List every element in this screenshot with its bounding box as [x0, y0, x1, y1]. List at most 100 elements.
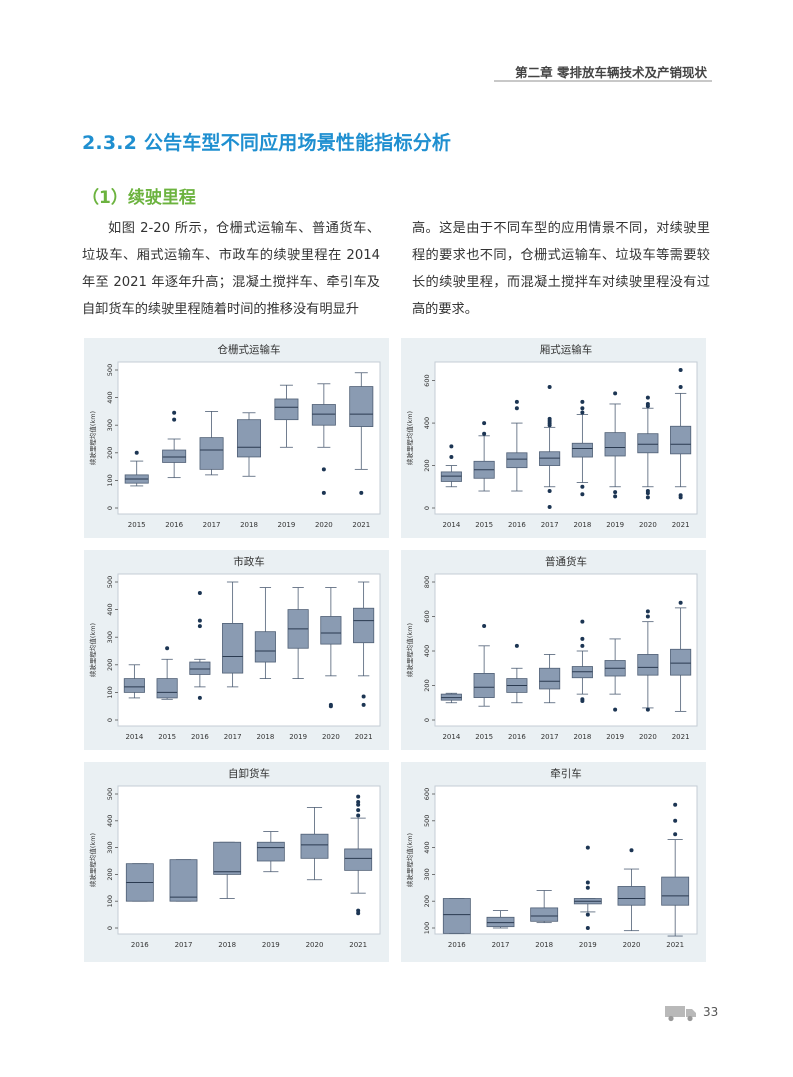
x-tick-label: 2018 [573, 521, 591, 529]
x-tick-label: 2018 [535, 941, 553, 949]
outlier-point [678, 493, 683, 498]
box [440, 471, 462, 482]
outlier-point [197, 591, 202, 596]
outlier-point [678, 384, 683, 389]
outlier-point [482, 431, 487, 436]
outlier-point [580, 636, 585, 641]
box [189, 661, 211, 675]
x-tick-label: 2018 [573, 733, 591, 741]
box [213, 841, 242, 875]
x-tick-label: 2020 [315, 521, 333, 529]
y-tick-label: 200 [423, 679, 431, 691]
x-tick-label: 2017 [175, 941, 193, 949]
box [162, 449, 187, 463]
box [349, 386, 374, 427]
outlier-point [547, 384, 552, 389]
x-tick-label: 2021 [672, 733, 690, 741]
x-tick-label: 2020 [639, 521, 657, 529]
y-tick-label: 400 [423, 645, 431, 657]
outlier-point [645, 614, 650, 619]
plot-area [117, 785, 381, 935]
box [670, 425, 692, 455]
x-tick-label: 2015 [475, 733, 493, 741]
chart-panel-3: 市政车 续驶里程均值(km) 0 100 200 300 400 500 2014 2015 201… [84, 550, 389, 750]
y-tick-label: 400 [423, 841, 431, 853]
x-tick-label: 2014 [125, 733, 143, 741]
x-tick-label: 2019 [606, 733, 624, 741]
outlier-point [580, 697, 585, 702]
outlier-point [356, 794, 361, 799]
x-tick-label: 2019 [278, 521, 296, 529]
box [256, 841, 285, 862]
outlier-point [629, 848, 634, 853]
outlier-point [172, 417, 177, 422]
x-tick-label: 2017 [541, 521, 559, 529]
box [442, 898, 471, 934]
outlier-point [645, 707, 650, 712]
outlier-point [613, 494, 618, 499]
y-tick-label: 400 [106, 815, 114, 827]
box [637, 654, 659, 676]
outlier-point [645, 395, 650, 400]
chart-panel-2: 厢式运输车 续驶里程均值(km) 0 200 400 600 2014 2015 2016 201… [401, 338, 706, 538]
x-tick-label: 2019 [289, 733, 307, 741]
chart-title: 市政车 [233, 555, 265, 568]
y-tick-label: 300 [106, 841, 114, 853]
x-tick-label: 2017 [224, 733, 242, 741]
chart-title: 自卸货车 [228, 767, 270, 780]
outlier-point [580, 484, 585, 489]
box [123, 678, 145, 693]
outlier-point [197, 624, 202, 629]
box [571, 442, 593, 458]
outlier-point [356, 800, 361, 805]
y-tick-label: 500 [106, 576, 114, 588]
outlier-point [361, 702, 366, 707]
outlier-point [514, 399, 519, 404]
outlier-point [547, 489, 552, 494]
box [604, 432, 626, 457]
outlier-point [172, 410, 177, 415]
outlier-point [678, 368, 683, 372]
box [320, 616, 342, 645]
chapter-header: 第二章 零排放车辆技术及产销现状 [515, 65, 707, 80]
y-tick-label: 100 [423, 922, 431, 934]
x-tick-label: 2019 [262, 941, 280, 949]
outlier-point [165, 646, 170, 651]
x-tick-label: 2016 [165, 521, 183, 529]
x-tick-label: 2020 [639, 733, 657, 741]
y-tick-label: 400 [423, 417, 431, 429]
box [344, 848, 373, 871]
outlier-point [321, 490, 326, 495]
box [254, 631, 276, 663]
x-tick-label: 2014 [442, 521, 460, 529]
outlier-point [613, 391, 618, 396]
outlier-point [449, 455, 454, 460]
y-tick-label: 200 [423, 459, 431, 471]
x-tick-label: 2020 [322, 733, 340, 741]
x-tick-label: 2021 [352, 521, 370, 529]
body-text-right: 高。这是由于不同车型的应用情景不同，对续驶里程的要求也不同，仓栅式运输车、垃圾车… [412, 221, 710, 317]
y-tick-label: 0 [106, 926, 114, 930]
y-tick-label: 100 [106, 895, 114, 907]
outlier-point [673, 802, 678, 807]
outlier-point [547, 416, 552, 421]
y-tick-label: 400 [106, 391, 114, 403]
box [473, 673, 495, 698]
outlier-point [585, 885, 590, 890]
outlier-point [645, 609, 650, 614]
outlier-point [580, 619, 585, 624]
outlier-point [585, 926, 590, 930]
chart-title: 牵引车 [550, 767, 582, 780]
box [169, 859, 198, 902]
y-tick-label: 300 [106, 631, 114, 643]
y-tick-label: 500 [423, 815, 431, 827]
plot-area [117, 573, 381, 727]
page-number: 33 [703, 1005, 719, 1019]
x-tick-label: 2020 [623, 941, 641, 949]
outlier-point [580, 399, 585, 404]
truck-icon [665, 1006, 696, 1022]
y-tick-label: 300 [106, 419, 114, 431]
